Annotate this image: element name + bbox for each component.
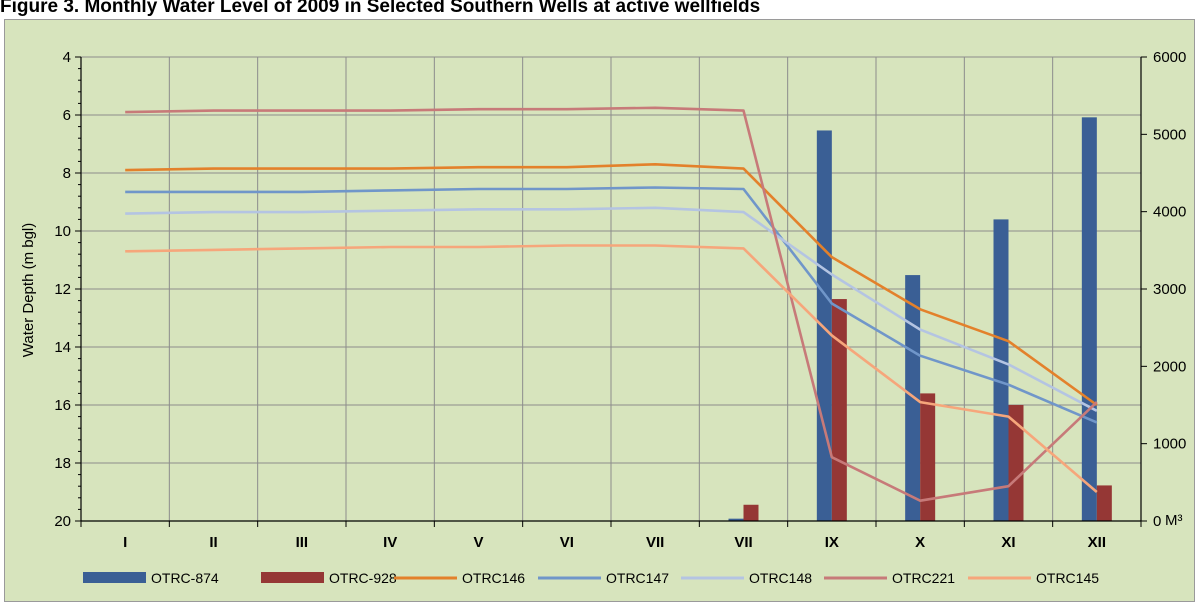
- bar-series: [728, 117, 1112, 521]
- y2-tick-label-2: 2000: [1153, 358, 1186, 375]
- x-tick-label-9: X: [915, 534, 925, 551]
- x-tick-label-8: IX: [825, 534, 839, 551]
- y2-tick-label-4: 4000: [1153, 204, 1186, 221]
- y-tick-label-0: 4: [63, 49, 71, 66]
- y-axis-label: Water Depth (m bgl): [20, 223, 37, 357]
- legend-label-OTRC-928: OTRC-928: [329, 570, 397, 586]
- bar-OTRC-928-9: [920, 393, 936, 521]
- x-tick-label-2: III: [296, 534, 309, 551]
- y-tick-label-1: 6: [63, 107, 71, 124]
- line-series: [125, 106, 1098, 503]
- bar-OTRC-874-10: [993, 219, 1009, 521]
- x-tick-label-11: XII: [1088, 534, 1106, 551]
- bar-OTRC-874-7: [728, 518, 744, 521]
- line-OTRC145: [125, 244, 1098, 493]
- y2-tick-label-1: 1000: [1153, 436, 1186, 453]
- y-tick-label-8: 20: [54, 513, 71, 530]
- x-tick-label-0: I: [123, 534, 127, 551]
- y-tick-label-3: 10: [54, 223, 71, 240]
- y-tick-label-2: 8: [63, 165, 71, 182]
- legend-swatch-OTRC-928: [261, 572, 324, 583]
- x-tick-label-1: II: [209, 534, 217, 551]
- y-tick-label-7: 18: [54, 455, 71, 472]
- y-tick-label-5: 14: [54, 339, 71, 356]
- y-tick-label-6: 16: [54, 397, 71, 414]
- x-tick-label-6: VII: [646, 534, 664, 551]
- tick-labels: 4 6 8 10 12 14 16 18 20 0 1000 2000 3000 4000 5000 6000…: [54, 49, 1186, 551]
- figure-caption: Figure 3. Monthly Water Level of 2009 in…: [0, 0, 761, 17]
- y2-axis-unit-label: M³: [1165, 512, 1183, 529]
- bar-OTRC-874-8: [816, 130, 832, 521]
- x-tick-label-10: XI: [1001, 534, 1015, 551]
- line-OTRC147: [125, 186, 1098, 424]
- x-tick-label-7: VII: [734, 534, 752, 551]
- legend-label-OTRC148: OTRC148: [749, 570, 812, 586]
- line-OTRC148: [125, 206, 1098, 412]
- legend-label-OTRC221: OTRC221: [892, 570, 955, 586]
- legend-label-OTRC146: OTRC146: [462, 570, 525, 586]
- combo-chart: 4 6 8 10 12 14 16 18 20 0 1000 2000 3000 4000 5000 6000…: [20, 49, 1186, 586]
- y-tick-label-4: 12: [54, 281, 71, 298]
- legend-label-OTRC145: OTRC145: [1036, 570, 1099, 586]
- legend-swatch-OTRC-874: [83, 572, 146, 583]
- legend-label-OTRC-874: OTRC-874: [151, 570, 219, 586]
- y2-tick-label-0: 0: [1153, 513, 1161, 530]
- line-OTRC146: [125, 163, 1098, 407]
- x-tick-label-3: IV: [383, 534, 397, 551]
- y2-tick-label-6: 6000: [1153, 49, 1186, 66]
- y2-tick-label-5: 5000: [1153, 126, 1186, 143]
- chart-area: 4 6 8 10 12 14 16 18 20 0 1000 2000 3000 4000 5000 6000…: [4, 19, 1195, 602]
- y2-tick-label-3: 3000: [1153, 281, 1186, 298]
- bar-OTRC-874-11: [1081, 117, 1097, 521]
- line-OTRC221: [125, 106, 1098, 503]
- bar-OTRC-928-10: [1008, 405, 1024, 521]
- axes: [75, 56, 1147, 527]
- bar-OTRC-928-11: [1096, 485, 1112, 521]
- bar-OTRC-928-8: [831, 299, 847, 521]
- legend-label-OTRC147: OTRC147: [606, 570, 669, 586]
- grid-lines: [80, 56, 1142, 522]
- x-tick-label-4: V: [473, 534, 483, 551]
- bar-OTRC-928-7: [743, 504, 759, 521]
- legend: OTRC-874 OTRC-928 OTRC146 OTRC147 OTRC148 OTR…: [83, 570, 1099, 586]
- x-tick-label-5: VI: [560, 534, 574, 551]
